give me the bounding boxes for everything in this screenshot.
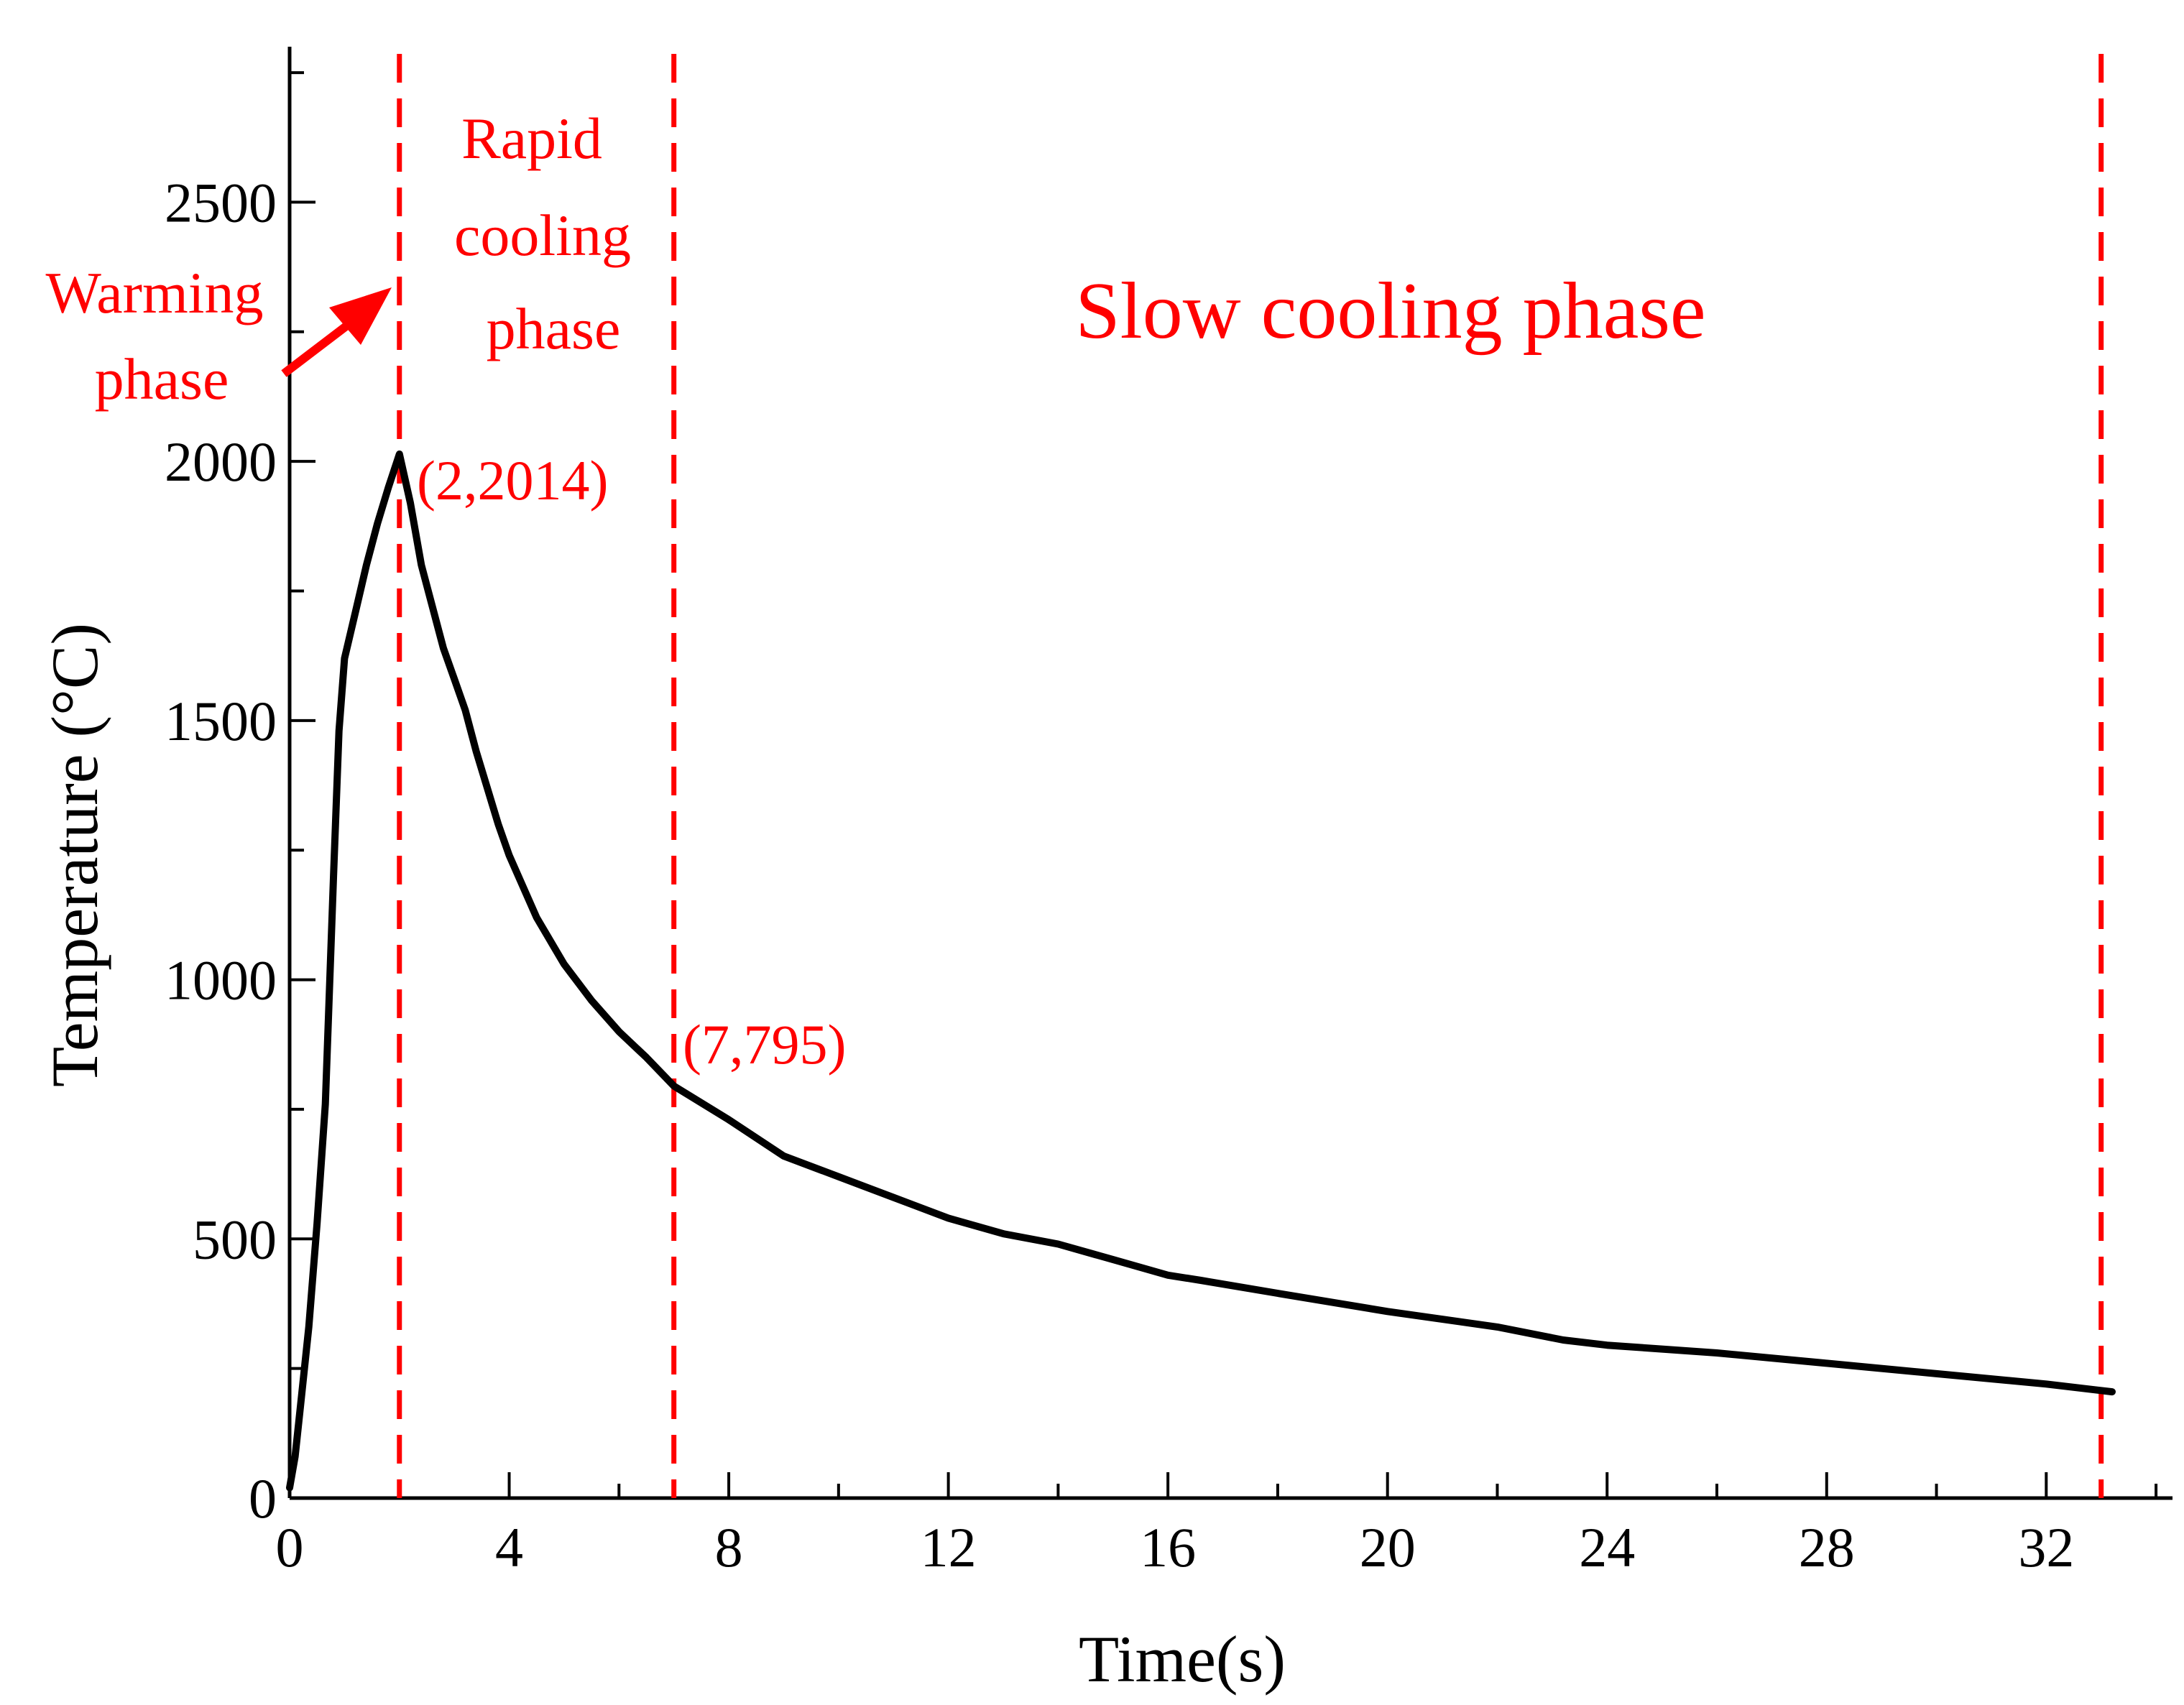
y-tick-label: 2500 bbox=[165, 171, 277, 234]
x-tick-label: 4 bbox=[495, 1516, 523, 1579]
y-ticks: 0 500 1000 1500 2000 2500 bbox=[165, 71, 315, 1530]
x-tick-label: 16 bbox=[1140, 1516, 1196, 1579]
rapid-cooling-label-line2: cooling bbox=[454, 203, 631, 268]
y-tick-label: 500 bbox=[193, 1208, 277, 1270]
rapid-cooling-label-line3: phase bbox=[487, 296, 621, 361]
x-tick-label: 0 bbox=[276, 1516, 304, 1579]
x-tick-label: 8 bbox=[715, 1516, 743, 1579]
y-axis-title: Temperature (°C) bbox=[38, 623, 111, 1087]
phase-boundary-lines bbox=[397, 54, 2104, 1498]
y-tick-label: 1500 bbox=[165, 690, 277, 752]
x-tick-label: 28 bbox=[1799, 1516, 1855, 1579]
x-tick-label: 20 bbox=[1360, 1516, 1416, 1579]
axes bbox=[287, 47, 2173, 1500]
warming-phase-label-line2: phase bbox=[95, 346, 229, 412]
y-tick-label: 0 bbox=[249, 1467, 277, 1530]
y-tick-label: 2000 bbox=[165, 430, 277, 493]
rapid-cooling-label-line1: Rapid bbox=[461, 106, 602, 171]
x-tick-label: 12 bbox=[921, 1516, 977, 1579]
x-ticks: 0 4 8 12 16 20 24 28 32 bbox=[276, 1472, 2158, 1579]
x-tick-label: 32 bbox=[2018, 1516, 2074, 1579]
y-tick-label: 1000 bbox=[165, 949, 277, 1012]
warming-phase-label-line1: Warming bbox=[45, 260, 263, 325]
annotation-end-rapid-point: (7,795) bbox=[683, 1013, 846, 1076]
annotation-peak-point: (2,2014) bbox=[417, 449, 608, 512]
slow-cooling-phase-label: Slow cooling phase bbox=[1075, 267, 1705, 356]
temperature-series-line bbox=[286, 450, 2116, 1492]
x-tick-label: 24 bbox=[1579, 1516, 1635, 1579]
x-axis-title: Time(s) bbox=[1079, 1622, 1286, 1696]
warming-arrow-icon bbox=[281, 287, 392, 377]
